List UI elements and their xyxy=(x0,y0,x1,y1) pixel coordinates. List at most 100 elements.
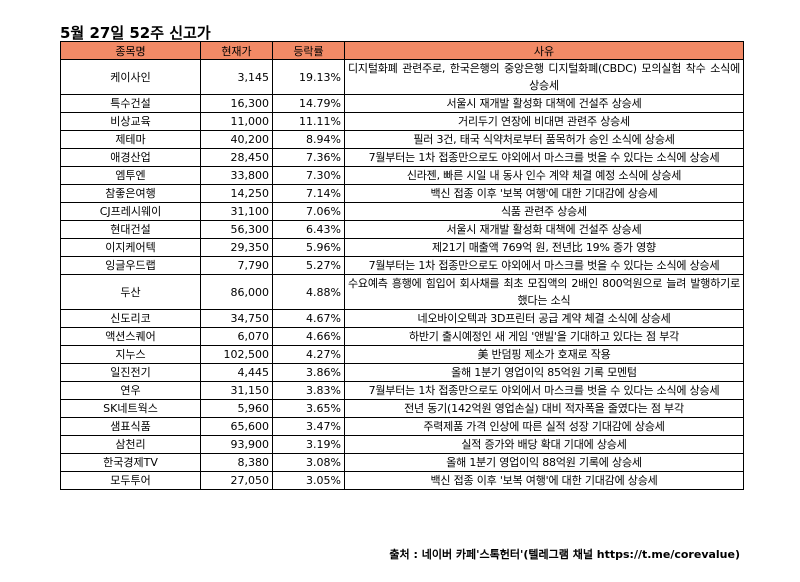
change-rate-cell: 4.27% xyxy=(272,345,345,364)
change-rate-cell: 14.79% xyxy=(272,94,345,113)
price-cell: 11,000 xyxy=(200,112,273,131)
header-rate: 등락률 xyxy=(272,41,345,60)
reason-cell: 신라젠, 빠른 시일 내 동사 인수 계약 체결 예정 소식에 상승세 xyxy=(344,166,744,185)
stock-name-cell: 신도리코 xyxy=(60,309,201,328)
change-rate-cell: 19.13% xyxy=(272,59,345,95)
change-rate-cell: 5.27% xyxy=(272,256,345,275)
reason-cell: 7월부터는 1차 접종만으로도 야외에서 마스크를 벗을 수 있다는 소식에 상… xyxy=(344,381,744,400)
change-rate-cell: 3.86% xyxy=(272,363,345,382)
reason-cell: 제21기 매출액 769억 원, 전년比 19% 증가 영향 xyxy=(344,238,744,257)
reason-cell: 수요예측 흥행에 힘입어 회사채를 최초 모집액의 2배인 800억원으로 늘려… xyxy=(344,274,744,310)
price-cell: 86,000 xyxy=(200,274,273,310)
reason-cell: 올해 1분기 영업이익 88억원 기록에 상승세 xyxy=(344,453,744,472)
table-row: 샘표식품 65,600 3.47% 주력제품 가격 인상에 따른 실적 성장 기대감에… xyxy=(60,417,744,436)
table-body: 케이사인 3,145 19.13% 디지털화폐 관련주로, 한국은행의 중앙은행 디지… xyxy=(60,59,744,490)
table-row: 특수건설 16,300 14.79% 서울시 재개발 활성화 대책에 건설주 상승세 xyxy=(60,94,744,113)
change-rate-cell: 8.94% xyxy=(272,130,345,149)
reason-cell: 서울시 재개발 활성화 대책에 건설주 상승세 xyxy=(344,94,744,113)
stock-name-cell: 애경산업 xyxy=(60,148,201,167)
stock-name-cell: 샘표식품 xyxy=(60,417,201,436)
reason-cell: 디지털화폐 관련주로, 한국은행의 중앙은행 디지털화폐(CBDC) 모의실험 … xyxy=(344,59,744,95)
change-rate-cell: 3.65% xyxy=(272,399,345,418)
table-row: SK네트웍스 5,960 3.65% 전년 동기(142억원 영업손실) 대비 적자폭… xyxy=(60,399,744,418)
reason-cell: 올해 1분기 영업이익 85억원 기록 모멘텀 xyxy=(344,363,744,382)
reason-cell: 전년 동기(142억원 영업손실) 대비 적자폭을 줄였다는 점 부각 xyxy=(344,399,744,418)
table-row: 연우 31,150 3.83% 7월부터는 1차 접종만으로도 야외에서 마스크를 벗… xyxy=(60,381,744,400)
table-row: 모두투어 27,050 3.05% 백신 접종 이후 '보복 여행'에 대한 기대감에… xyxy=(60,471,744,490)
header-price: 현재가 xyxy=(200,41,273,60)
change-rate-cell: 3.19% xyxy=(272,435,345,454)
stock-name-cell: 이지케어텍 xyxy=(60,238,201,257)
price-cell: 40,200 xyxy=(200,130,273,149)
table-row: CJ프레시웨이 31,100 7.06% 식품 관련주 상승세 xyxy=(60,202,744,221)
stock-name-cell: 연우 xyxy=(60,381,201,400)
change-rate-cell: 6.43% xyxy=(272,220,345,239)
table-row: 한국경제TV 8,380 3.08% 올해 1분기 영업이익 88억원 기록에 상승세 xyxy=(60,453,744,472)
page-title: 5월 27일 52주 신고가 xyxy=(60,24,211,42)
table-row: 일진전기 4,445 3.86% 올해 1분기 영업이익 85억원 기록 모멘텀 xyxy=(60,363,744,382)
stock-name-cell: 액션스퀘어 xyxy=(60,327,201,346)
stock-name-cell: 특수건설 xyxy=(60,94,201,113)
change-rate-cell: 7.06% xyxy=(272,202,345,221)
table-row: 엠투엔 33,800 7.30% 신라젠, 빠른 시일 내 동사 인수 계약 체결 예… xyxy=(60,166,744,185)
stock-name-cell: 두산 xyxy=(60,274,201,310)
reason-cell: 백신 접종 이후 '보복 여행'에 대한 기대감에 상승세 xyxy=(344,471,744,490)
table-row: 신도리코 34,750 4.67% 네오바이오텍과 3D프린터 공급 계약 체결 소식… xyxy=(60,309,744,328)
change-rate-cell: 3.08% xyxy=(272,453,345,472)
header-reason: 사유 xyxy=(344,41,744,60)
stock-name-cell: 엠투엔 xyxy=(60,166,201,185)
price-cell: 5,960 xyxy=(200,399,273,418)
stock-name-cell: 지누스 xyxy=(60,345,201,364)
change-rate-cell: 4.67% xyxy=(272,309,345,328)
price-cell: 56,300 xyxy=(200,220,273,239)
price-cell: 6,070 xyxy=(200,327,273,346)
stock-name-cell: 모두투어 xyxy=(60,471,201,490)
reason-cell: 주력제품 가격 인상에 따른 실적 성장 기대감에 상승세 xyxy=(344,417,744,436)
stock-name-cell: 삼천리 xyxy=(60,435,201,454)
table-row: 두산 86,000 4.88% 수요예측 흥행에 힘입어 회사채를 최초 모집액의 2… xyxy=(60,274,744,310)
reason-cell: 백신 접종 이후 '보복 여행'에 대한 기대감에 상승세 xyxy=(344,184,744,203)
table-row: 현대건설 56,300 6.43% 서울시 재개발 활성화 대책에 건설주 상승세 xyxy=(60,220,744,239)
table-row: 비상교육 11,000 11.11% 거리두기 연장에 비대면 관련주 상승세 xyxy=(60,112,744,131)
reason-cell: 7월부터는 1차 접종만으로도 야외에서 마스크를 벗을 수 있다는 소식에 상… xyxy=(344,256,744,275)
stock-name-cell: 일진전기 xyxy=(60,363,201,382)
price-cell: 3,145 xyxy=(200,59,273,95)
price-cell: 33,800 xyxy=(200,166,273,185)
new-high-table: 종목명 현재가 등락률 사유 케이사인 3,145 19.13% 디지털화폐 관련주로… xyxy=(60,41,744,490)
header-name: 종목명 xyxy=(60,41,201,60)
change-rate-cell: 3.47% xyxy=(272,417,345,436)
price-cell: 29,350 xyxy=(200,238,273,257)
table-row: 제테마 40,200 8.94% 필러 3건, 태국 식약처로부터 품목허가 승인 소… xyxy=(60,130,744,149)
source-note: 출처 : 네이버 카페'스톡헌터'(텔레그램 채널 https://t.me/c… xyxy=(389,548,740,561)
reason-cell: 7월부터는 1차 접종만으로도 야외에서 마스크를 벗을 수 있다는 소식에 상… xyxy=(344,148,744,167)
reason-cell: 거리두기 연장에 비대면 관련주 상승세 xyxy=(344,112,744,131)
price-cell: 65,600 xyxy=(200,417,273,436)
table-row: 이지케어텍 29,350 5.96% 제21기 매출액 769억 원, 전년比 19%… xyxy=(60,238,744,257)
change-rate-cell: 11.11% xyxy=(272,112,345,131)
table-row: 애경산업 28,450 7.36% 7월부터는 1차 접종만으로도 야외에서 마스크를… xyxy=(60,148,744,167)
change-rate-cell: 3.83% xyxy=(272,381,345,400)
price-cell: 102,500 xyxy=(200,345,273,364)
table-row: 지누스 102,500 4.27% 美 반덤핑 제소가 호재로 작용 xyxy=(60,345,744,364)
reason-cell: 美 반덤핑 제소가 호재로 작용 xyxy=(344,345,744,364)
stock-name-cell: 비상교육 xyxy=(60,112,201,131)
price-cell: 28,450 xyxy=(200,148,273,167)
change-rate-cell: 4.88% xyxy=(272,274,345,310)
stock-name-cell: 케이사인 xyxy=(60,59,201,95)
change-rate-cell: 7.30% xyxy=(272,166,345,185)
change-rate-cell: 7.14% xyxy=(272,184,345,203)
table-row: 참좋은여행 14,250 7.14% 백신 접종 이후 '보복 여행'에 대한 기대감… xyxy=(60,184,744,203)
price-cell: 8,380 xyxy=(200,453,273,472)
stock-name-cell: 잉글우드랩 xyxy=(60,256,201,275)
price-cell: 16,300 xyxy=(200,94,273,113)
price-cell: 34,750 xyxy=(200,309,273,328)
reason-cell: 필러 3건, 태국 식약처로부터 품목허가 승인 소식에 상승세 xyxy=(344,130,744,149)
price-cell: 27,050 xyxy=(200,471,273,490)
price-cell: 31,100 xyxy=(200,202,273,221)
table-row: 액션스퀘어 6,070 4.66% 하반기 출시예정인 새 게임 '앤빌'을 기대하고… xyxy=(60,327,744,346)
table-row: 케이사인 3,145 19.13% 디지털화폐 관련주로, 한국은행의 중앙은행 디지… xyxy=(60,59,744,95)
stock-name-cell: CJ프레시웨이 xyxy=(60,202,201,221)
price-cell: 7,790 xyxy=(200,256,273,275)
reason-cell: 식품 관련주 상승세 xyxy=(344,202,744,221)
change-rate-cell: 3.05% xyxy=(272,471,345,490)
